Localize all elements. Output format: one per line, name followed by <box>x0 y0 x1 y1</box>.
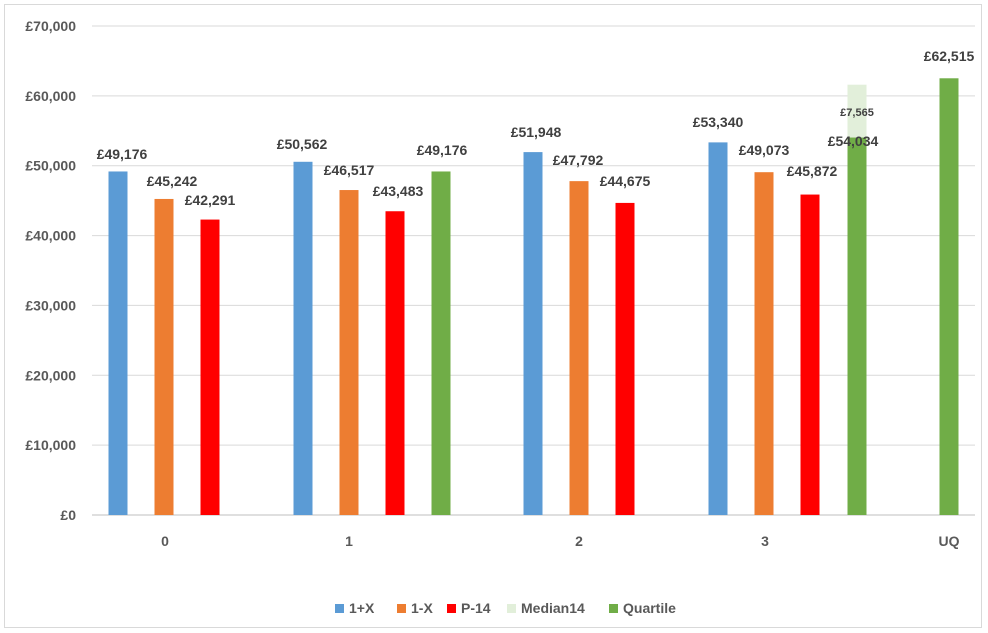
y-tick-label: £0 <box>60 507 76 523</box>
bar-p-14 <box>200 219 220 516</box>
y-tick-label: £10,000 <box>25 437 76 453</box>
y-tick-label: £70,000 <box>25 18 76 34</box>
bar-1-x <box>108 171 128 515</box>
data-label: £53,340 <box>693 114 744 130</box>
bar-quartile <box>431 171 451 515</box>
legend-label: P-14 <box>461 600 491 616</box>
data-label: £47,792 <box>553 152 604 168</box>
bar-1-x <box>569 181 589 516</box>
bar-median14 <box>847 84 867 138</box>
data-label: £51,948 <box>511 124 562 140</box>
legend-swatch <box>447 604 456 613</box>
bar-1-x <box>339 190 359 515</box>
data-label: £43,483 <box>373 183 424 199</box>
y-tick-label: £60,000 <box>25 88 76 104</box>
bar-p-14 <box>385 211 405 516</box>
x-tick-label: UQ <box>939 533 960 549</box>
legend-swatch <box>397 604 406 613</box>
data-label: £46,517 <box>324 162 375 178</box>
x-tick-label: 3 <box>761 533 769 549</box>
bar-1-x <box>754 172 774 515</box>
bar-1-x <box>708 142 728 515</box>
data-label: £7,565 <box>840 107 874 119</box>
y-tick-label: £20,000 <box>25 367 76 383</box>
data-label: £49,176 <box>97 146 148 162</box>
data-label: £42,291 <box>185 192 236 208</box>
x-tick-label: 0 <box>161 533 169 549</box>
data-label: £50,562 <box>277 136 328 152</box>
bar-p-14 <box>615 202 635 515</box>
data-label: £45,242 <box>147 173 198 189</box>
y-tick-label: £40,000 <box>25 228 76 244</box>
bar-quartile <box>939 78 959 515</box>
y-tick-label: £30,000 <box>25 297 76 313</box>
data-label: £54,034 <box>828 133 879 149</box>
legend-label: Quartile <box>623 600 676 616</box>
legend-label: 1+X <box>349 600 375 616</box>
bar-1-x <box>154 198 174 515</box>
legend-label: 1-X <box>411 600 433 616</box>
data-label: £44,675 <box>600 173 651 189</box>
legend-swatch <box>609 604 618 613</box>
y-tick-label: £50,000 <box>25 158 76 174</box>
x-tick-label: 2 <box>575 533 583 549</box>
bar-p-14 <box>800 194 820 515</box>
data-label: £49,176 <box>417 142 468 158</box>
bar-1-x <box>523 152 543 515</box>
data-label: £62,515 <box>924 48 975 64</box>
bar-quartile <box>847 137 867 515</box>
legend-label: Median14 <box>521 600 585 616</box>
bar-1-x <box>293 161 313 515</box>
legend-swatch <box>335 604 344 613</box>
legend-swatch <box>507 604 516 613</box>
data-label: £45,872 <box>787 163 838 179</box>
x-tick-label: 1 <box>345 533 353 549</box>
data-label: £49,073 <box>739 142 790 158</box>
